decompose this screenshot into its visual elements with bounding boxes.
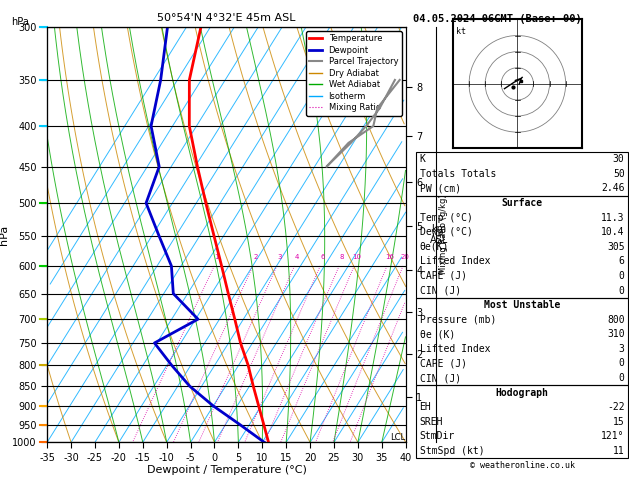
Text: 4: 4	[295, 254, 299, 260]
Text: 10: 10	[352, 254, 361, 260]
Text: hPa: hPa	[11, 17, 29, 27]
Text: Pressure (mb): Pressure (mb)	[420, 315, 496, 325]
Text: LCL: LCL	[391, 433, 406, 442]
Text: 0: 0	[619, 286, 625, 295]
Text: CAPE (J): CAPE (J)	[420, 359, 467, 368]
Text: 8: 8	[339, 254, 344, 260]
Text: SREH: SREH	[420, 417, 443, 427]
Text: 04.05.2024 06GMT (Base: 00): 04.05.2024 06GMT (Base: 00)	[413, 14, 581, 24]
Text: 20: 20	[401, 254, 409, 260]
Text: 50: 50	[613, 169, 625, 179]
Text: Dewp (°C): Dewp (°C)	[420, 227, 472, 237]
Text: Lifted Index: Lifted Index	[420, 257, 490, 266]
Text: kt: kt	[456, 28, 466, 36]
Text: 1: 1	[214, 254, 219, 260]
Text: PW (cm): PW (cm)	[420, 183, 460, 193]
Y-axis label: hPa: hPa	[0, 225, 9, 244]
Text: K: K	[420, 155, 425, 164]
Text: EH: EH	[420, 402, 431, 412]
Text: CIN (J): CIN (J)	[420, 373, 460, 383]
X-axis label: Dewpoint / Temperature (°C): Dewpoint / Temperature (°C)	[147, 466, 306, 475]
Text: CIN (J): CIN (J)	[420, 286, 460, 295]
Text: θe (K): θe (K)	[420, 330, 455, 339]
Text: Totals Totals: Totals Totals	[420, 169, 496, 179]
Title: 50°54'N 4°32'E 45m ASL: 50°54'N 4°32'E 45m ASL	[157, 13, 296, 23]
Text: 2.46: 2.46	[601, 183, 625, 193]
Text: 10.4: 10.4	[601, 227, 625, 237]
Text: 0: 0	[619, 373, 625, 383]
Text: Lifted Index: Lifted Index	[420, 344, 490, 354]
Y-axis label: Mixing Ratio (g/kg): Mixing Ratio (g/kg)	[439, 195, 448, 274]
Text: 30: 30	[613, 155, 625, 164]
Text: 11.3: 11.3	[601, 213, 625, 223]
Text: Temp (°C): Temp (°C)	[420, 213, 472, 223]
Text: 6: 6	[320, 254, 325, 260]
Text: Most Unstable: Most Unstable	[484, 300, 560, 310]
Text: 0: 0	[619, 271, 625, 281]
Text: 2: 2	[253, 254, 258, 260]
Text: 11: 11	[613, 446, 625, 456]
Text: -22: -22	[607, 402, 625, 412]
Text: CAPE (J): CAPE (J)	[420, 271, 467, 281]
Text: θe(K): θe(K)	[420, 242, 449, 252]
Text: 310: 310	[607, 330, 625, 339]
Text: Hodograph: Hodograph	[496, 388, 548, 398]
Text: 3: 3	[619, 344, 625, 354]
Y-axis label: km
ASL: km ASL	[430, 224, 448, 245]
Text: 305: 305	[607, 242, 625, 252]
Text: 0: 0	[619, 359, 625, 368]
Legend: Temperature, Dewpoint, Parcel Trajectory, Dry Adiabat, Wet Adiabat, Isotherm, Mi: Temperature, Dewpoint, Parcel Trajectory…	[306, 31, 401, 116]
Text: 6: 6	[619, 257, 625, 266]
Text: StmDir: StmDir	[420, 432, 455, 441]
Text: 3: 3	[277, 254, 282, 260]
Text: 121°: 121°	[601, 432, 625, 441]
Text: Surface: Surface	[501, 198, 543, 208]
Text: StmSpd (kt): StmSpd (kt)	[420, 446, 484, 456]
Text: © weatheronline.co.uk: © weatheronline.co.uk	[470, 461, 574, 470]
Text: 16: 16	[385, 254, 394, 260]
Text: 15: 15	[613, 417, 625, 427]
Text: 800: 800	[607, 315, 625, 325]
